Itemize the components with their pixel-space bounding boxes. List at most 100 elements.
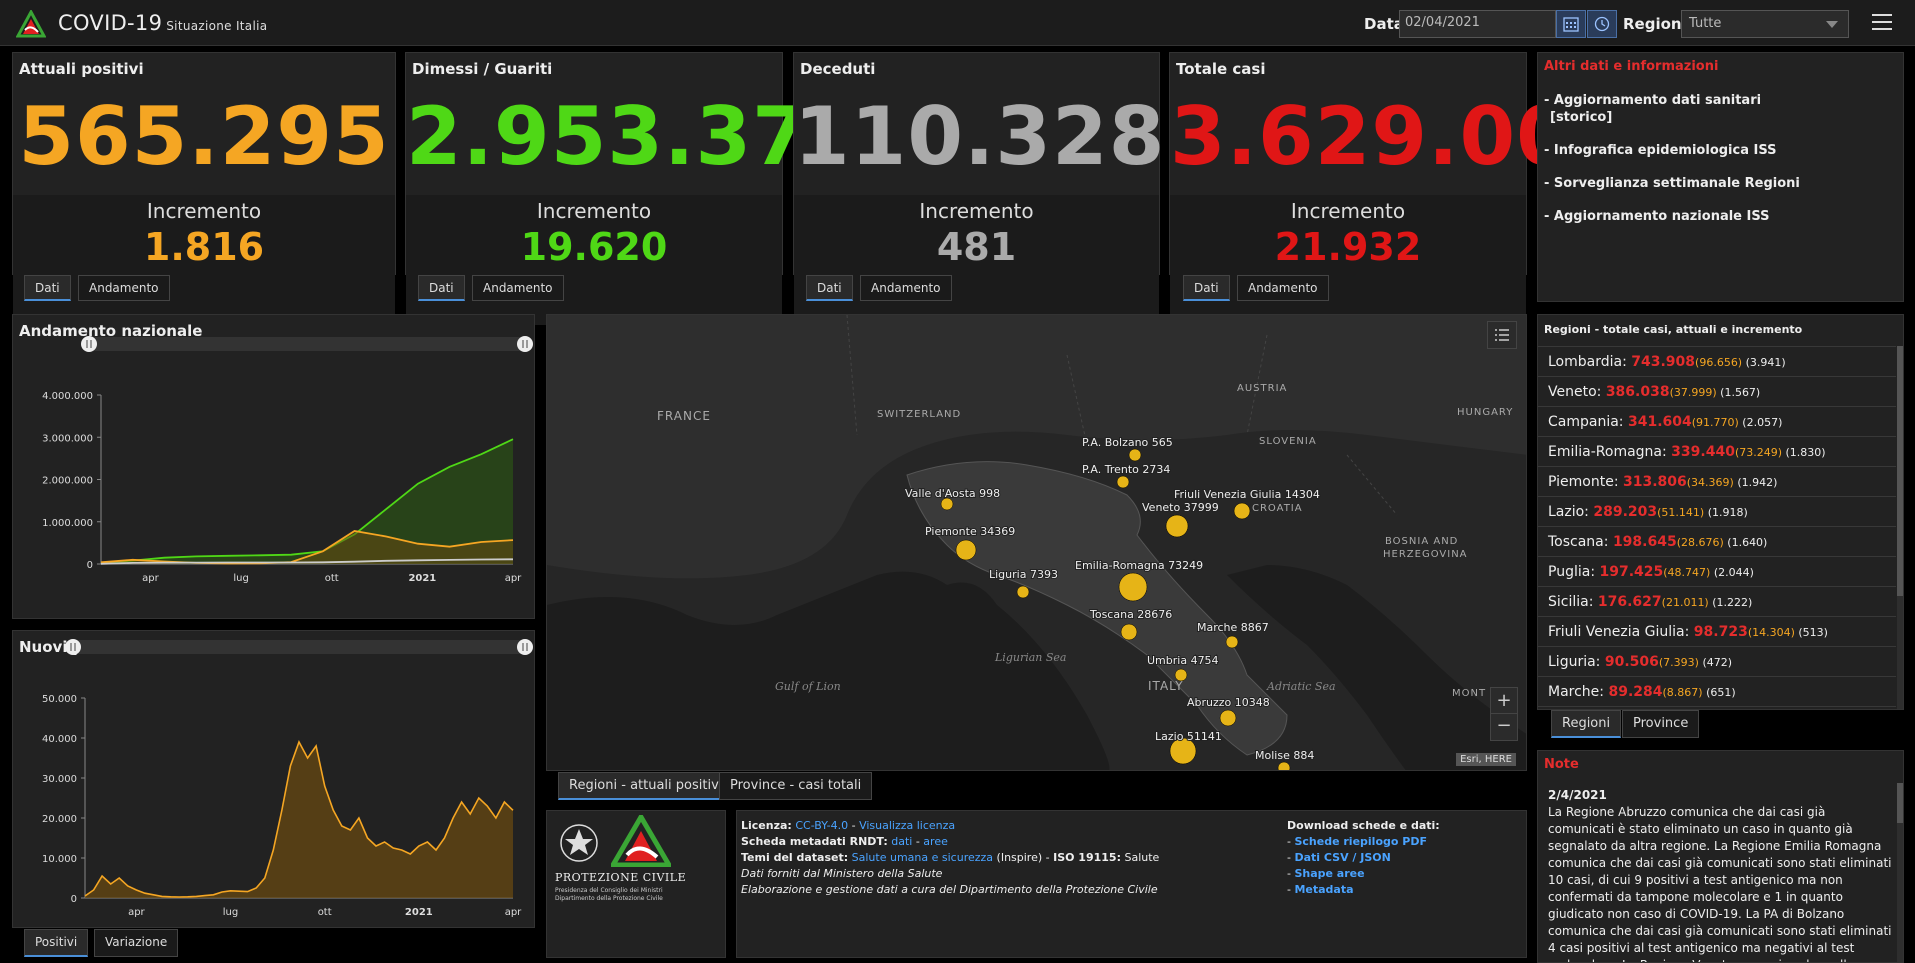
region-total: 341.604 — [1627, 414, 1692, 430]
data-source: Dati forniti dal Ministero della Salute — [741, 867, 943, 880]
tab-regioni-attuali-positivi[interactable]: Regioni - attuali positivi — [558, 772, 734, 800]
region-bubble[interactable] — [1118, 572, 1148, 602]
link-rndt-dati[interactable]: dati — [891, 835, 913, 848]
link-rndt-aree[interactable]: aree — [923, 835, 948, 848]
link-salute-umana[interactable]: Salute umana e sicurezza — [851, 851, 994, 864]
region-bubble-label: Toscana 28676 — [1089, 608, 1172, 621]
range-slider-handle[interactable] — [517, 639, 533, 655]
region-bubble-label: P.A. Bolzano 565 — [1082, 436, 1173, 449]
region-increment: (1.830) — [1782, 446, 1826, 459]
region-name: Piemonte: — [1548, 474, 1623, 490]
tab-dati[interactable]: Dati — [1183, 275, 1230, 301]
range-slider-track[interactable] — [73, 640, 525, 654]
scrollbar[interactable] — [1897, 783, 1903, 962]
region-row[interactable]: Toscana: 198.645(28.676) (1.640) — [1538, 527, 1896, 557]
chart-andamento-nazionale: Andamento nazionale 4.000.000 3.000.000 2.… — [12, 314, 535, 619]
series-line[interactable] — [84, 740, 514, 898]
tab-dati[interactable]: Dati — [24, 275, 71, 301]
region-name: Marche: — [1548, 684, 1609, 700]
region-bubble[interactable] — [1120, 623, 1138, 641]
tab-andamento[interactable]: Andamento — [860, 275, 952, 301]
link-schede-pdf[interactable]: Schede riepilogo PDF — [1294, 835, 1427, 848]
calendar-icon[interactable] — [1556, 10, 1586, 38]
region-row[interactable]: Friuli Venezia Giulia: 98.723(14.304) (5… — [1538, 617, 1896, 647]
region-bubble[interactable] — [1016, 585, 1030, 599]
region-row[interactable]: Sicilia: 176.627(21.011) (1.222) — [1538, 587, 1896, 617]
date-input[interactable]: 02/04/2021 — [1399, 10, 1556, 38]
stat-panel-dimessi-guariti: Dimessi / Guariti 2.953.377 Incremento 1… — [405, 52, 864, 325]
link-infografica-iss[interactable]: - Infografica epidemiologica ISS — [1544, 143, 1777, 158]
tab-andamento[interactable]: Andamento — [472, 275, 564, 301]
zoom-in-icon[interactable]: + — [1491, 688, 1517, 714]
region-bubble[interactable] — [955, 539, 977, 561]
region-row[interactable]: Emilia-Romagna: 339.440(73.249) (1.830) — [1538, 437, 1896, 467]
region-bubble-label: Emilia-Romagna 73249 — [1075, 559, 1203, 572]
tab-dati[interactable]: Dati — [418, 275, 465, 301]
region-row[interactable]: Marche: 89.284(8.867) (651) — [1538, 677, 1896, 707]
tab-province-casi-totali[interactable]: Province - casi totali — [719, 772, 873, 800]
clock-icon[interactable] — [1587, 10, 1617, 38]
x-tick-label: lug — [223, 907, 238, 918]
range-slider-handle[interactable] — [517, 336, 533, 352]
region-row[interactable]: Veneto: 386.038(37.999) (1.567) — [1538, 377, 1896, 407]
map-panel[interactable]: FRANCE SWITZERLAND AUSTRIA HUNGARY SLOVE… — [546, 314, 1527, 771]
tab-dati[interactable]: Dati — [806, 275, 853, 301]
region-bubble[interactable] — [1174, 668, 1188, 682]
region-row[interactable]: Campania: 341.604(91.770) (2.057) — [1538, 407, 1896, 437]
layer-list-icon[interactable] — [1487, 321, 1517, 349]
region-bubble[interactable] — [940, 497, 954, 511]
link-shape-aree[interactable]: Shape aree — [1294, 867, 1365, 880]
tab-regioni[interactable]: Regioni — [1551, 710, 1622, 738]
area-chart[interactable]: 50.000 40.000 30.000 20.000 10.000 0 apr lug ott… — [13, 631, 536, 929]
link-aggiornamento-nazionale-iss[interactable]: - Aggiornamento nazionale ISS — [1544, 209, 1770, 224]
region-bubble[interactable] — [1277, 761, 1291, 771]
region-bubble[interactable] — [1128, 448, 1142, 462]
region-increment: (513) — [1794, 626, 1828, 639]
link-visualizza-licenza[interactable]: Visualizza licenza — [859, 819, 956, 832]
region-row[interactable]: Liguria: 90.506(7.393) (472) — [1538, 647, 1896, 677]
range-slider-track[interactable] — [89, 337, 525, 351]
series-line[interactable] — [100, 558, 514, 565]
map-canvas[interactable]: FRANCE SWITZERLAND AUSTRIA HUNGARY SLOVE… — [547, 315, 1527, 771]
date-label: Data — [1364, 15, 1404, 33]
y-tick-label: 50.000 — [42, 694, 77, 705]
scrollbar[interactable] — [1897, 346, 1903, 709]
range-slider-handle[interactable] — [65, 639, 81, 655]
region-row[interactable]: Piemonte: 313.806(34.369) (1.942) — [1538, 467, 1896, 497]
tab-andamento[interactable]: Andamento — [78, 275, 170, 301]
range-slider-handle[interactable] — [81, 336, 97, 352]
hamburger-menu-icon[interactable] — [1872, 14, 1892, 30]
region-bubble[interactable] — [1165, 514, 1189, 538]
link-sorveglianza-regioni[interactable]: - Sorveglianza settimanale Regioni — [1544, 176, 1800, 191]
region-bubble[interactable] — [1219, 709, 1237, 727]
link-storico[interactable]: [storico] — [1550, 110, 1613, 125]
region-bubble[interactable] — [1233, 502, 1251, 520]
stat-increment-value: 19.620 — [520, 225, 668, 269]
region-row[interactable]: Puglia: 197.425(48.747) (2.044) — [1538, 557, 1896, 587]
region-bubble[interactable] — [1225, 635, 1239, 649]
map-label-croatia: CROATIA — [1252, 503, 1303, 514]
line-chart[interactable]: 4.000.000 3.000.000 2.000.000 1.000.000 0 apr… — [13, 315, 536, 620]
link-dati-csv-json[interactable]: Dati CSV / JSON — [1294, 851, 1391, 864]
region-row[interactable]: Lazio: 289.203(51.141) (1.918) — [1538, 497, 1896, 527]
region-active: (73.249) — [1734, 446, 1783, 459]
stat-increment-value: 481 — [936, 225, 1017, 269]
region-bubble[interactable] — [1169, 737, 1197, 765]
tab-andamento[interactable]: Andamento — [1237, 275, 1329, 301]
tab-province[interactable]: Province — [1622, 710, 1700, 738]
series-line[interactable] — [100, 438, 514, 565]
region-active: (21.011) — [1661, 596, 1709, 609]
tab-variazione[interactable]: Variazione — [94, 929, 179, 957]
region-select[interactable]: Tutte — [1681, 10, 1849, 38]
link-aggiornamento-dati-sanitari[interactable]: - Aggiornamento dati sanitari — [1544, 93, 1762, 108]
link-metadata[interactable]: Metadata — [1294, 883, 1354, 896]
region-name: Lazio: — [1548, 504, 1594, 520]
link-cc-by[interactable]: CC-BY-4.0 — [795, 819, 849, 832]
region-row[interactable]: Lombardia: 743.908(96.656) (3.941) — [1538, 347, 1896, 377]
zoom-out-icon[interactable]: − — [1496, 715, 1512, 736]
zoom-controls: + − — [1490, 687, 1518, 741]
region-bubble[interactable] — [1116, 475, 1130, 489]
region-name: Friuli Venezia Giulia: — [1548, 624, 1694, 640]
region-bubble-label: Abruzzo 10348 — [1187, 696, 1270, 709]
tab-positivi[interactable]: Positivi — [24, 929, 89, 957]
